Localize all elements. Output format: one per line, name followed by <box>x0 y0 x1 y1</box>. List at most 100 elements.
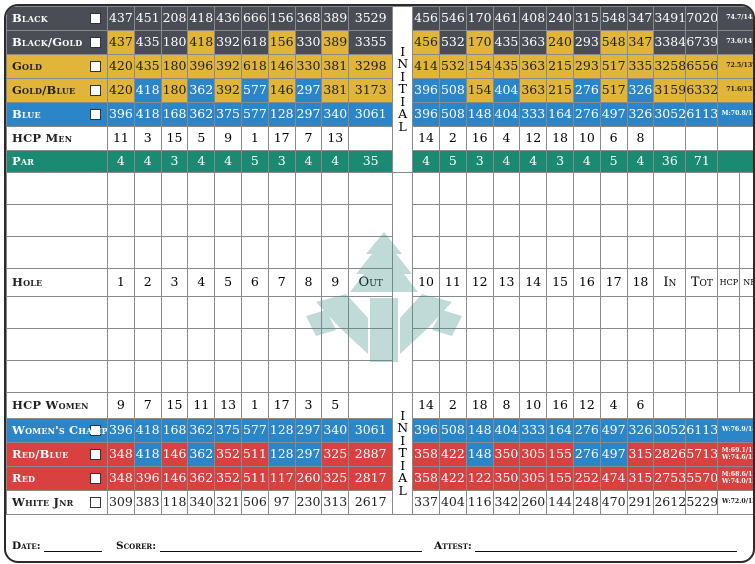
score-cell[interactable] <box>626 360 655 393</box>
score-cell[interactable] <box>546 172 574 205</box>
score-cell[interactable] <box>685 204 719 237</box>
score-cell[interactable] <box>321 172 350 205</box>
score-cell[interactable] <box>717 360 741 393</box>
score-cell[interactable] <box>294 296 323 329</box>
score-cell[interactable] <box>240 296 269 329</box>
score-cell[interactable] <box>214 296 242 329</box>
initial-cell[interactable] <box>392 172 414 393</box>
score-cell[interactable] <box>187 360 216 393</box>
score-cell[interactable] <box>412 328 440 361</box>
score-cell[interactable] <box>653 328 687 361</box>
score-cell[interactable] <box>519 172 548 205</box>
score-cell[interactable] <box>321 328 350 361</box>
player-name-cell[interactable] <box>6 328 108 361</box>
score-cell[interactable] <box>599 236 628 269</box>
score-cell[interactable] <box>626 296 655 329</box>
score-cell[interactable] <box>133 236 162 269</box>
score-cell[interactable] <box>294 236 323 269</box>
score-cell[interactable] <box>438 360 467 393</box>
score-cell[interactable] <box>599 296 628 329</box>
score-cell[interactable] <box>107 328 135 361</box>
score-cell[interactable] <box>572 360 601 393</box>
score-cell[interactable] <box>572 172 601 205</box>
score-cell[interactable] <box>739 172 753 205</box>
score-cell[interactable] <box>321 360 350 393</box>
score-cell[interactable] <box>160 296 189 329</box>
score-cell[interactable] <box>653 172 687 205</box>
score-cell[interactable] <box>412 172 440 205</box>
score-cell[interactable] <box>717 296 741 329</box>
date-field[interactable]: Date: <box>12 540 103 552</box>
score-cell[interactable] <box>626 236 655 269</box>
tee-checkbox[interactable] <box>90 84 101 96</box>
score-cell[interactable] <box>267 172 296 205</box>
score-cell[interactable] <box>133 296 162 329</box>
score-cell[interactable] <box>546 204 574 237</box>
player-name-cell[interactable] <box>6 172 108 205</box>
score-cell[interactable] <box>294 328 323 361</box>
score-cell[interactable] <box>572 204 601 237</box>
score-cell[interactable] <box>240 204 269 237</box>
score-cell[interactable] <box>187 172 216 205</box>
player-name-cell[interactable] <box>6 204 108 237</box>
score-cell[interactable] <box>438 296 467 329</box>
score-cell[interactable] <box>133 204 162 237</box>
score-cell[interactable] <box>739 296 753 329</box>
score-cell[interactable] <box>465 172 494 205</box>
score-cell[interactable] <box>348 328 394 361</box>
player-name-cell[interactable] <box>6 236 108 269</box>
score-cell[interactable] <box>519 236 548 269</box>
tee-checkbox[interactable] <box>90 424 101 436</box>
score-cell[interactable] <box>160 360 189 393</box>
scorer-field[interactable]: Scorer: <box>116 540 422 552</box>
score-cell[interactable] <box>599 204 628 237</box>
score-cell[interactable] <box>321 204 350 237</box>
score-cell[interactable] <box>685 236 719 269</box>
score-cell[interactable] <box>438 204 467 237</box>
tee-checkbox[interactable] <box>90 472 101 484</box>
score-cell[interactable] <box>438 236 467 269</box>
score-cell[interactable] <box>187 236 216 269</box>
score-cell[interactable] <box>267 296 296 329</box>
score-cell[interactable] <box>160 204 189 237</box>
score-cell[interactable] <box>438 328 467 361</box>
player-name-cell[interactable] <box>6 296 108 329</box>
score-cell[interactable] <box>653 236 687 269</box>
score-cell[interactable] <box>160 236 189 269</box>
score-cell[interactable] <box>685 296 719 329</box>
score-cell[interactable] <box>107 172 135 205</box>
player-name-cell[interactable] <box>6 360 108 393</box>
score-cell[interactable] <box>492 204 521 237</box>
score-cell[interactable] <box>599 360 628 393</box>
score-cell[interactable] <box>739 328 753 361</box>
tee-checkbox[interactable] <box>90 60 101 72</box>
score-cell[interactable] <box>492 172 521 205</box>
score-cell[interactable] <box>438 172 467 205</box>
score-cell[interactable] <box>348 360 394 393</box>
score-cell[interactable] <box>133 172 162 205</box>
score-cell[interactable] <box>653 204 687 237</box>
score-cell[interactable] <box>546 296 574 329</box>
score-cell[interactable] <box>519 296 548 329</box>
score-cell[interactable] <box>240 360 269 393</box>
score-cell[interactable] <box>599 328 628 361</box>
score-cell[interactable] <box>214 360 242 393</box>
score-cell[interactable] <box>187 328 216 361</box>
score-cell[interactable] <box>107 360 135 393</box>
score-cell[interactable] <box>739 236 753 269</box>
score-cell[interactable] <box>321 296 350 329</box>
score-cell[interactable] <box>240 328 269 361</box>
score-cell[interactable] <box>492 296 521 329</box>
score-cell[interactable] <box>492 360 521 393</box>
score-cell[interactable] <box>214 204 242 237</box>
score-cell[interactable] <box>214 328 242 361</box>
score-cell[interactable] <box>160 172 189 205</box>
score-cell[interactable] <box>294 360 323 393</box>
score-cell[interactable] <box>685 328 719 361</box>
score-cell[interactable] <box>717 328 741 361</box>
tee-checkbox[interactable] <box>90 36 101 48</box>
tee-checkbox[interactable] <box>90 496 101 508</box>
score-cell[interactable] <box>465 204 494 237</box>
